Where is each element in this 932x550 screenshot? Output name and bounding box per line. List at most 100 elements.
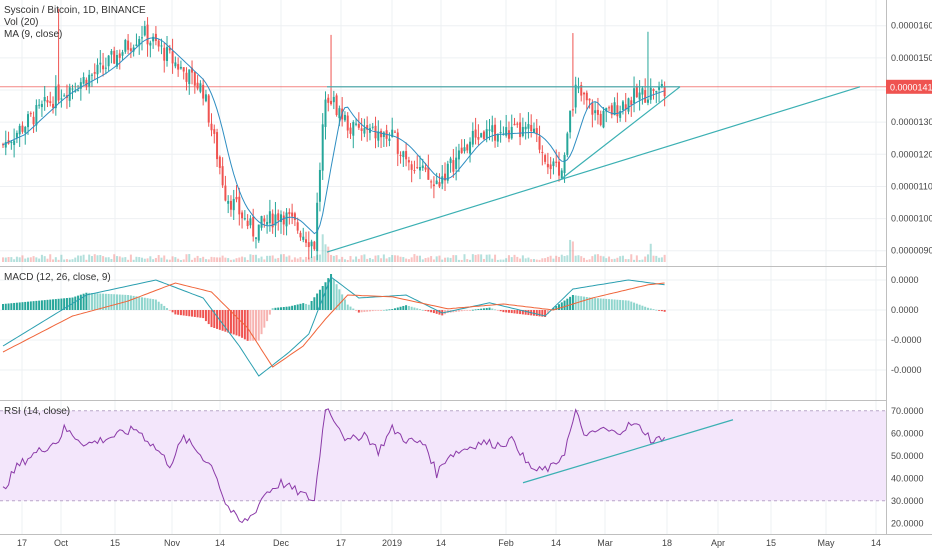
macd-histogram-bar <box>54 299 57 310</box>
volume-bar <box>54 257 57 262</box>
macd-histogram-bar <box>227 310 230 333</box>
volume-bar <box>427 257 430 262</box>
candle-body <box>510 126 513 139</box>
macd-histogram-bar <box>663 310 666 312</box>
volume-bar <box>118 256 121 262</box>
volume-bar <box>541 258 544 262</box>
volume-bar <box>127 259 130 262</box>
volume-bar <box>174 257 177 262</box>
volume-bar <box>296 258 299 262</box>
macd-histogram-bar <box>588 297 591 310</box>
macd-histogram-bar <box>7 303 10 310</box>
macd-histogram-bar <box>399 306 402 310</box>
volume-bar <box>310 256 313 262</box>
volume-bar <box>138 257 141 262</box>
candle-body <box>291 212 294 217</box>
candle-body <box>382 132 385 137</box>
candle-body <box>35 105 38 126</box>
time-tick-label: May <box>817 538 835 548</box>
candle-body <box>477 136 480 140</box>
volume-bar <box>21 255 24 262</box>
candle-body <box>224 185 227 201</box>
candle-body <box>227 200 230 204</box>
macd-histogram-bar <box>149 298 152 310</box>
candle-body <box>124 39 127 52</box>
macd-histogram-bar <box>221 310 224 331</box>
macd-histogram-bar <box>435 310 438 314</box>
time-tick-label: 18 <box>662 538 672 548</box>
macd-histogram-bar <box>413 307 416 310</box>
candle-body <box>104 67 107 69</box>
macd-histogram-bar <box>299 303 302 310</box>
volume-bar <box>216 257 219 262</box>
volume-bar <box>521 255 524 262</box>
ma-legend[interactable]: MA (9, close) <box>4 29 62 40</box>
ma-line <box>2 37 665 235</box>
volume-bar <box>380 258 383 262</box>
macd-histogram-bar <box>488 307 491 310</box>
macd-histogram-bar <box>460 310 463 312</box>
candle-body <box>569 110 572 133</box>
volume-bar <box>263 259 266 262</box>
volume-bar <box>407 259 410 262</box>
candle-body <box>185 72 188 82</box>
macd-histogram-bar <box>302 303 305 310</box>
volume-bar <box>168 259 171 262</box>
volume-bars <box>2 234 666 262</box>
volume-legend[interactable]: Vol (20) <box>4 17 38 28</box>
volume-bar <box>452 255 455 262</box>
candle-body <box>266 221 269 225</box>
volume-bar <box>410 257 413 262</box>
macd-histogram-bar <box>510 310 513 314</box>
macd-histogram-bar <box>430 310 433 313</box>
volume-bar <box>608 256 611 262</box>
volume-bar <box>405 258 408 262</box>
candle-body <box>438 182 441 187</box>
macd-histogram-bar <box>274 307 277 310</box>
volume-bar <box>63 259 66 262</box>
volume-bar <box>391 255 394 262</box>
candle-body <box>424 167 427 170</box>
rsi-tick-label: 30.0000 <box>891 496 924 506</box>
macd-histogram-bar <box>285 306 288 310</box>
volume-bar <box>374 255 377 262</box>
macd-histogram-bar <box>166 308 169 310</box>
macd-histogram-bar <box>538 310 541 317</box>
macd-tick-label: -0.0000 <box>891 365 922 375</box>
macd-tick-label: 0.0000 <box>891 275 919 285</box>
rsi-legend[interactable]: RSI (14, close) <box>4 406 70 417</box>
candle-body <box>263 218 266 222</box>
volume-bar <box>102 256 105 262</box>
macd-histogram-bar <box>207 310 210 325</box>
volume-bar <box>558 256 560 262</box>
macd-histogram-bar <box>318 289 321 310</box>
candle-body <box>552 161 555 167</box>
candle-body <box>355 123 358 125</box>
macd-histogram-bar <box>154 299 157 310</box>
candle-body <box>633 88 636 104</box>
macd-histogram-bar <box>602 298 605 310</box>
macd-histogram-bar <box>594 298 597 310</box>
macd-legend[interactable]: MACD (12, 26, close, 9) <box>4 272 111 283</box>
candle-body <box>327 97 330 103</box>
macd-histogram-bar <box>288 306 291 310</box>
macd-histogram-bar <box>388 309 391 311</box>
time-tick-label: Mar <box>597 538 613 548</box>
volume-bar <box>349 256 352 262</box>
macd-histogram-bar <box>74 296 77 310</box>
trendlines <box>326 86 861 253</box>
volume-bar <box>74 257 77 262</box>
volume-bar <box>166 259 169 262</box>
candle-body <box>410 164 413 170</box>
macd-histogram-bar <box>410 306 413 310</box>
macd-histogram-bar <box>268 310 271 315</box>
candle-body <box>660 84 663 87</box>
candle-body <box>138 38 141 46</box>
candle-body <box>310 241 313 247</box>
candle-body <box>491 125 494 133</box>
macd-histogram-bar <box>188 310 191 317</box>
candle-body <box>352 122 355 136</box>
volume-bar <box>52 259 55 262</box>
